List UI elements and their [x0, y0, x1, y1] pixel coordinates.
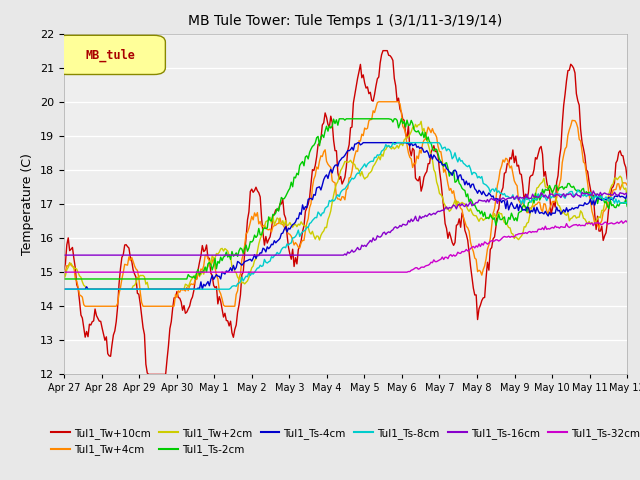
Tul1_Ts-32cm — [244, 269, 252, 275]
Tul1_Tw+10cm — [285, 244, 292, 250]
Line: Tul1_Ts-16cm: Tul1_Ts-16cm — [64, 191, 627, 255]
Tul1_Tw+2cm — [60, 276, 68, 282]
Tul1_Ts-4cm — [468, 181, 476, 187]
Tul1_Ts-4cm — [416, 145, 424, 151]
Tul1_Tw+2cm — [83, 286, 90, 292]
Tul1_Ts-8cm — [623, 199, 631, 204]
Tul1_Ts-2cm — [128, 276, 136, 282]
Tul1_Ts-32cm — [467, 246, 474, 252]
Tul1_Tw+10cm — [145, 372, 152, 377]
Tul1_Tw+4cm — [417, 150, 425, 156]
Tul1_Tw+2cm — [416, 122, 424, 128]
Tul1_Ts-16cm — [128, 252, 136, 258]
Tul1_Ts-4cm — [244, 258, 252, 264]
Tul1_Ts-2cm — [471, 202, 479, 208]
Tul1_Tw+4cm — [60, 275, 68, 280]
Tul1_Ts-16cm — [415, 218, 422, 224]
Tul1_Tw+2cm — [245, 275, 253, 280]
Line: Tul1_Tw+10cm: Tul1_Tw+10cm — [64, 51, 627, 374]
Tul1_Ts-16cm — [283, 252, 291, 258]
Tul1_Tw+4cm — [81, 303, 89, 309]
Tul1_Ts-32cm — [60, 269, 68, 275]
Tul1_Ts-2cm — [416, 131, 424, 137]
Tul1_Ts-2cm — [283, 191, 291, 196]
Tul1_Tw+2cm — [285, 222, 292, 228]
Tul1_Ts-2cm — [623, 204, 631, 209]
Tul1_Tw+10cm — [417, 188, 425, 194]
Tul1_Tw+4cm — [129, 259, 137, 264]
Line: Tul1_Ts-2cm: Tul1_Ts-2cm — [64, 119, 627, 279]
Tul1_Tw+2cm — [623, 194, 631, 200]
Tul1_Ts-16cm — [470, 202, 477, 207]
Tul1_Ts-8cm — [283, 241, 291, 247]
Tul1_Tw+10cm — [245, 209, 253, 215]
Line: Tul1_Ts-8cm: Tul1_Ts-8cm — [64, 143, 627, 289]
Tul1_Tw+4cm — [623, 182, 631, 188]
Tul1_Tw+4cm — [470, 249, 477, 254]
Tul1_Ts-16cm — [589, 188, 597, 194]
Tul1_Ts-16cm — [60, 252, 68, 258]
Legend: Tul1_Tw+10cm, Tul1_Tw+4cm, Tul1_Tw+2cm, Tul1_Ts-2cm, Tul1_Ts-4cm, Tul1_Ts-8cm, T: Tul1_Tw+10cm, Tul1_Tw+4cm, Tul1_Tw+2cm, … — [47, 424, 640, 459]
Text: MB_tule: MB_tule — [86, 48, 136, 62]
FancyBboxPatch shape — [56, 36, 165, 74]
Tul1_Tw+10cm — [128, 258, 136, 264]
Tul1_Ts-8cm — [389, 140, 397, 145]
Tul1_Ts-8cm — [471, 170, 479, 176]
Tul1_Ts-4cm — [283, 229, 291, 235]
Tul1_Tw+2cm — [129, 283, 137, 289]
Tul1_Ts-4cm — [355, 140, 363, 145]
Line: Tul1_Ts-4cm: Tul1_Ts-4cm — [64, 143, 627, 289]
Tul1_Ts-8cm — [244, 274, 252, 280]
Tul1_Tw+2cm — [470, 212, 477, 218]
Tul1_Ts-2cm — [244, 248, 252, 254]
Tul1_Ts-32cm — [623, 219, 631, 225]
Tul1_Ts-32cm — [415, 266, 422, 272]
Line: Tul1_Ts-32cm: Tul1_Ts-32cm — [64, 221, 627, 272]
Tul1_Ts-8cm — [60, 286, 68, 292]
Tul1_Ts-16cm — [467, 199, 474, 204]
Tul1_Ts-16cm — [244, 252, 252, 258]
Tul1_Ts-2cm — [468, 198, 476, 204]
Tul1_Tw+10cm — [60, 266, 68, 272]
Tul1_Tw+4cm — [375, 99, 383, 105]
Y-axis label: Temperature (C): Temperature (C) — [22, 153, 35, 255]
Title: MB Tule Tower: Tule Temps 1 (3/1/11-3/19/14): MB Tule Tower: Tule Temps 1 (3/1/11-3/19… — [188, 14, 503, 28]
Tul1_Ts-8cm — [128, 286, 136, 292]
Tul1_Ts-32cm — [622, 218, 630, 224]
Line: Tul1_Tw+4cm: Tul1_Tw+4cm — [64, 102, 627, 306]
Tul1_Ts-8cm — [416, 140, 424, 145]
Tul1_Ts-4cm — [60, 286, 68, 292]
Tul1_Ts-32cm — [470, 243, 477, 249]
Tul1_Tw+2cm — [417, 119, 425, 124]
Tul1_Tw+10cm — [470, 285, 477, 291]
Tul1_Tw+4cm — [245, 225, 253, 231]
Tul1_Tw+4cm — [285, 231, 292, 237]
Tul1_Ts-16cm — [623, 192, 631, 198]
Tul1_Tw+10cm — [623, 176, 631, 182]
Tul1_Tw+2cm — [472, 213, 480, 219]
Tul1_Ts-8cm — [468, 172, 476, 178]
Tul1_Ts-2cm — [60, 276, 68, 282]
Tul1_Tw+4cm — [472, 256, 480, 262]
Tul1_Tw+10cm — [379, 48, 387, 54]
Tul1_Ts-4cm — [128, 286, 136, 292]
Tul1_Ts-4cm — [623, 190, 631, 196]
Tul1_Ts-4cm — [471, 186, 479, 192]
Tul1_Ts-2cm — [335, 116, 343, 122]
Tul1_Tw+10cm — [472, 292, 480, 298]
Line: Tul1_Tw+2cm: Tul1_Tw+2cm — [64, 121, 627, 289]
Tul1_Ts-32cm — [128, 269, 136, 275]
Tul1_Ts-32cm — [283, 269, 291, 275]
